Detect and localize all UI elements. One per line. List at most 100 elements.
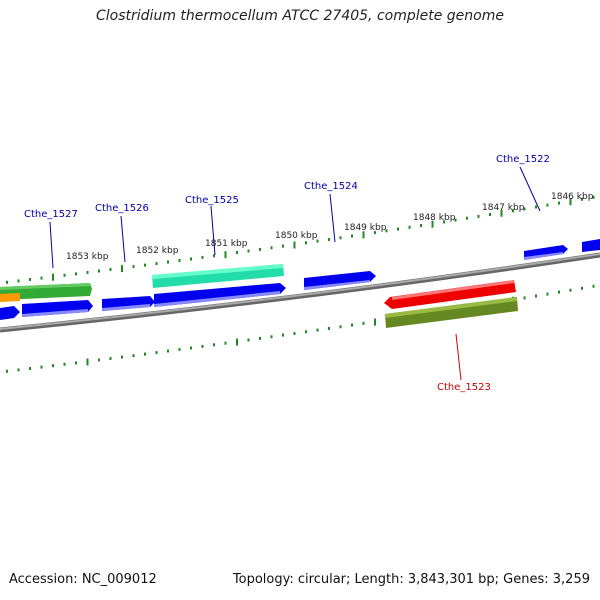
ruler-tick — [523, 207, 526, 211]
ruler-label: 1853 kbp — [66, 252, 109, 262]
ruler-tick — [569, 198, 572, 206]
ruler-tick — [293, 241, 296, 249]
ruler-tick — [40, 365, 43, 369]
ruler-tick — [121, 265, 123, 273]
gene-label-cthe-1524[interactable]: Cthe_1524 — [304, 181, 358, 192]
ruler-tick — [535, 205, 537, 209]
label-leader — [49, 221, 54, 269]
ruler-tick — [178, 348, 181, 351]
ruler-tick — [339, 236, 342, 240]
ruler-tick — [63, 273, 66, 277]
ruler-tick — [190, 257, 192, 261]
ruler-tick — [167, 260, 169, 264]
ruler-tick — [155, 262, 158, 266]
gene-label-cthe-1522[interactable]: Cthe_1522 — [496, 154, 550, 165]
ruler-tick — [259, 336, 261, 340]
ruler-tick — [190, 346, 192, 350]
gene-label-cthe-1527[interactable]: Cthe_1527 — [24, 209, 78, 220]
ruler-label: 1852 kbp — [136, 246, 179, 256]
gene-label-cthe-1525[interactable]: Cthe_1525 — [185, 195, 239, 206]
ruler-tick — [6, 280, 8, 284]
gene-green-highlight — [0, 283, 90, 290]
label-leader — [455, 333, 462, 381]
ruler-label: 1851 kbp — [205, 239, 248, 249]
ruler-tick — [178, 259, 181, 262]
cds-arrow[interactable] — [582, 239, 600, 252]
ruler-tick — [259, 247, 261, 251]
ruler-tick — [109, 357, 112, 360]
ruler-tick — [351, 323, 353, 327]
ruler-label: 1846 kbp — [551, 192, 594, 202]
ruler-tick — [224, 341, 227, 345]
ruler-tick — [270, 335, 273, 339]
ruler-tick — [98, 269, 100, 273]
ruler-tick — [6, 369, 8, 373]
ruler-tick — [293, 332, 296, 335]
ruler-tick — [282, 244, 284, 248]
gene-label-cthe-1523[interactable]: Cthe_1523 — [437, 382, 491, 393]
ruler-tick — [339, 325, 342, 329]
ruler-tick — [374, 318, 376, 326]
ruler-tick — [17, 368, 20, 372]
ruler-tick — [86, 358, 89, 366]
ruler-tick — [316, 328, 319, 332]
ruler-tick — [523, 296, 526, 300]
accession-text: Accession: NC_009012 — [9, 572, 157, 587]
ruler-tick — [224, 251, 227, 259]
ruler-tick — [558, 290, 560, 294]
ruler-tick — [316, 239, 319, 243]
ruler-tick — [592, 195, 595, 199]
ruler-tick — [52, 364, 54, 368]
label-leader — [329, 193, 336, 243]
ruler-tick — [40, 276, 43, 280]
ruler-label: 1849 kbp — [344, 223, 387, 233]
cds-shadows — [22, 252, 563, 317]
ruler-tick — [443, 220, 445, 224]
ruler-tick — [512, 209, 514, 213]
gene-label-cthe-1526[interactable]: Cthe_1526 — [95, 203, 149, 214]
ruler-tick — [592, 284, 595, 288]
ruler-tick — [477, 214, 480, 218]
ruler-tick — [29, 278, 31, 281]
ruler-tick — [109, 268, 112, 271]
gene-red-highlight — [392, 280, 514, 300]
gene-orange[interactable] — [0, 293, 20, 302]
ruler-tick — [282, 333, 284, 337]
ruler-tick — [362, 321, 365, 325]
upper-ruler — [6, 195, 595, 284]
ruler-tick — [86, 271, 89, 274]
ruler-tick — [98, 358, 100, 362]
ruler-tick — [454, 218, 457, 222]
ruler-tick — [29, 367, 31, 370]
ruler-tick — [121, 355, 123, 359]
ruler-tick — [167, 349, 169, 353]
ruler-tick — [420, 224, 422, 227]
ruler-tick — [305, 330, 307, 334]
ruler-tick — [144, 352, 146, 356]
ruler-tick — [408, 225, 411, 229]
ruler-tick — [63, 362, 66, 366]
ruler-tick — [236, 251, 238, 255]
ruler-tick — [213, 343, 215, 347]
ruler-tick — [581, 286, 583, 290]
gene-olive-highlight — [385, 297, 517, 318]
ruler-label: 1847 kbp — [482, 203, 525, 213]
ruler-tick — [270, 246, 273, 250]
label-leader — [519, 166, 541, 212]
ruler-tick — [546, 292, 549, 296]
ruler-tick — [201, 344, 204, 348]
ruler-tick — [500, 209, 503, 217]
cds-arrow[interactable] — [0, 306, 20, 320]
ruler-tick — [75, 272, 77, 276]
ruler-tick — [489, 213, 491, 216]
ruler-label: 1848 kbp — [413, 213, 456, 223]
ruler-tick — [17, 279, 20, 283]
ruler-tick — [75, 361, 77, 365]
ruler-tick — [546, 203, 549, 207]
ruler-tick — [247, 338, 250, 342]
ruler-tick — [155, 351, 158, 355]
genome-backbone-highlight — [0, 253, 600, 330]
ruler-tick — [362, 231, 365, 239]
genome-summary-text: Topology: circular; Length: 3,843,301 bp… — [232, 572, 590, 587]
